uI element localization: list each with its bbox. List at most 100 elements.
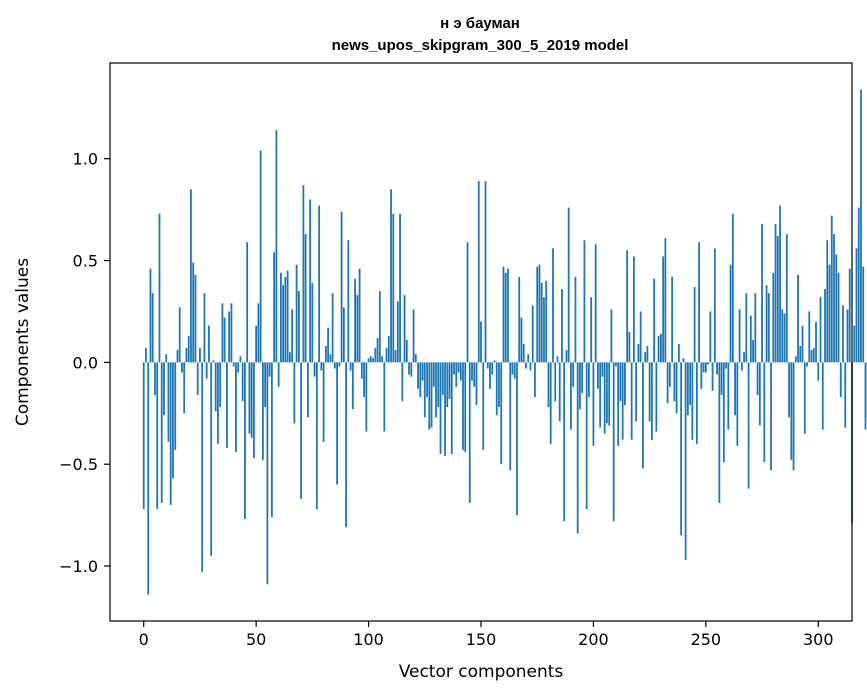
- bar-component-105: [379, 291, 381, 362]
- bar-component-60: [278, 362, 280, 386]
- bar-component-46: [246, 242, 248, 362]
- bar-component-200: [593, 362, 595, 446]
- bar-component-195: [581, 362, 583, 393]
- bar-component-80: [323, 362, 325, 441]
- bar-component-320: [862, 267, 864, 363]
- y-axis-ticks: −1.0−0.50.00.51.0: [59, 150, 110, 576]
- bar-component-47: [249, 362, 251, 433]
- bar-component-37: [226, 362, 228, 448]
- bar-component-279: [770, 362, 772, 470]
- bar-component-305: [829, 265, 831, 363]
- bar-component-38: [228, 311, 230, 362]
- bar-component-248: [700, 362, 702, 388]
- bar-component-259: [725, 362, 727, 368]
- bar-component-229: [658, 336, 660, 362]
- bar-component-43: [240, 356, 242, 362]
- bar-component-172: [530, 362, 532, 370]
- bar-component-212: [620, 362, 622, 401]
- bar-component-54: [264, 362, 266, 407]
- bar-component-136: [449, 362, 451, 399]
- bar-component-284: [781, 309, 783, 362]
- bar-component-190: [570, 362, 572, 429]
- bar-component-169: [523, 344, 525, 362]
- bar-component-214: [624, 362, 626, 405]
- bar-component-76: [314, 362, 316, 376]
- bar-component-264: [736, 362, 738, 446]
- bar-component-311: [842, 305, 844, 362]
- bar-component-145: [469, 362, 471, 503]
- bar-component-239: [680, 362, 682, 535]
- x-tick-label: 150: [466, 630, 497, 649]
- bar-component-69: [298, 291, 300, 362]
- bar-component-156: [494, 360, 496, 362]
- bar-component-304: [826, 240, 828, 362]
- bar-component-102: [372, 358, 374, 362]
- x-tick-label: 300: [803, 630, 834, 649]
- bar-component-5: [154, 362, 156, 395]
- bar-component-242: [687, 362, 689, 415]
- bar-component-113: [397, 301, 399, 362]
- bar-component-6: [156, 362, 158, 509]
- bar-component-144: [467, 242, 469, 362]
- bar-component-314: [849, 269, 851, 363]
- bar-component-18: [183, 362, 185, 413]
- bar-component-128: [431, 362, 433, 427]
- bar-component-246: [696, 362, 698, 443]
- bar-component-274: [759, 362, 761, 425]
- bar-component-51: [258, 303, 260, 362]
- bar-component-167: [518, 277, 520, 363]
- bar-component-155: [491, 362, 493, 374]
- bar-component-7: [159, 214, 161, 363]
- bar-component-74: [309, 199, 311, 362]
- bar-component-99: [365, 362, 367, 431]
- bar-component-295: [806, 362, 808, 366]
- bar-component-132: [440, 362, 442, 454]
- bar-component-11: [168, 362, 170, 441]
- bar-component-19: [186, 348, 188, 362]
- bar-component-1: [145, 348, 147, 362]
- y-tick-label: 0.0: [73, 353, 98, 372]
- bar-component-281: [775, 224, 777, 362]
- bar-component-308: [835, 254, 837, 362]
- bar-component-250: [705, 362, 707, 372]
- bar-component-176: [539, 265, 541, 363]
- bar-component-88: [341, 212, 343, 363]
- bar-component-114: [399, 214, 401, 363]
- bar-component-266: [741, 362, 743, 370]
- bar-component-25: [199, 348, 201, 362]
- x-axis-label: Vector components: [399, 662, 564, 682]
- bar-component-171: [527, 354, 529, 362]
- bar-component-222: [642, 362, 644, 468]
- bar-component-129: [433, 362, 435, 386]
- bar-component-112: [395, 350, 397, 362]
- bar-component-139: [455, 362, 457, 386]
- bar-component-208: [611, 309, 613, 362]
- bar-component-303: [824, 289, 826, 362]
- bar-component-68: [296, 265, 298, 363]
- bar-component-261: [730, 265, 732, 363]
- bar-component-133: [442, 362, 444, 395]
- bar-component-240: [682, 358, 684, 362]
- bar-component-233: [667, 362, 669, 403]
- bar-component-209: [613, 362, 615, 521]
- bar-component-152: [485, 181, 487, 362]
- bar-component-235: [671, 277, 673, 363]
- bar-component-216: [629, 332, 631, 363]
- bar-component-317: [856, 248, 858, 362]
- bar-component-59: [275, 130, 277, 362]
- bar-component-4: [152, 293, 154, 362]
- bar-component-285: [784, 313, 786, 362]
- bar-component-210: [615, 362, 617, 366]
- bar-component-127: [428, 362, 430, 429]
- bar-component-41: [235, 362, 237, 452]
- bar-component-256: [718, 362, 720, 503]
- bar-component-115: [401, 362, 403, 401]
- bar-component-272: [754, 293, 756, 362]
- bar-component-220: [637, 344, 639, 362]
- bar-component-257: [721, 362, 723, 395]
- bar-component-56: [269, 362, 271, 376]
- bar-component-63: [284, 277, 286, 363]
- bar-component-93: [352, 362, 354, 409]
